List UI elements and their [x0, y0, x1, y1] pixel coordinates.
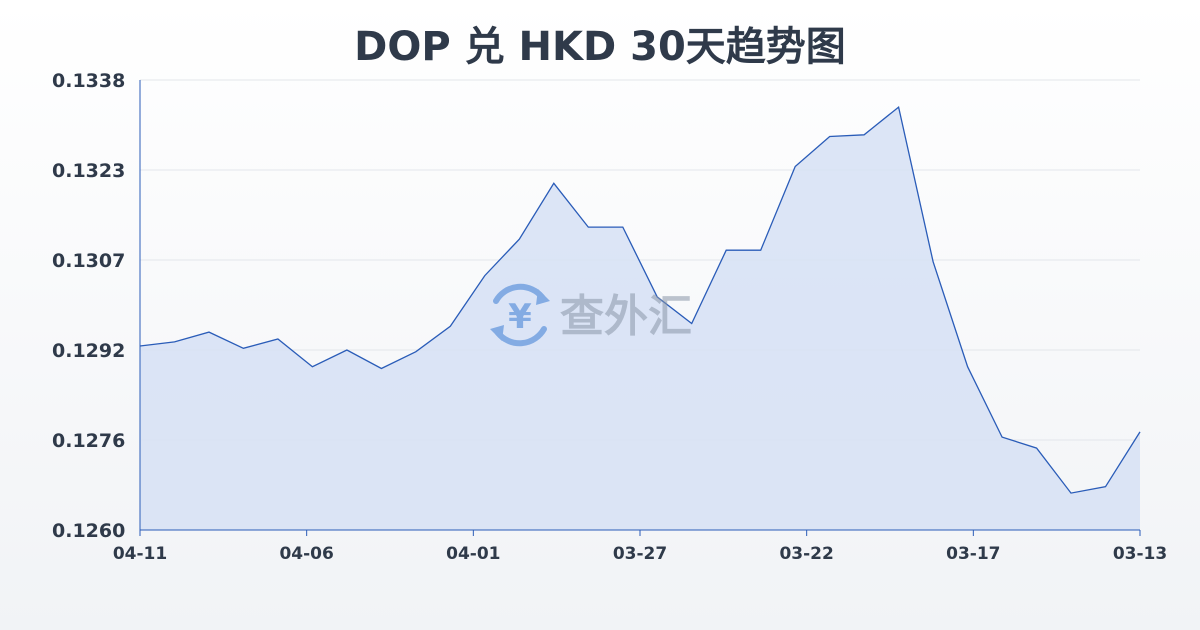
data-point: [793, 165, 797, 169]
watermark: ¥ 查外汇: [490, 283, 692, 347]
x-tick-label: 03-22: [779, 544, 833, 564]
data-point: [931, 260, 935, 264]
yen-exchange-icon: ¥: [490, 283, 550, 347]
data-point: [483, 274, 487, 278]
data-point: [724, 248, 728, 252]
y-tick-label: 0.1292: [52, 340, 125, 362]
svg-text:¥: ¥: [508, 297, 532, 337]
data-point: [621, 225, 625, 229]
x-tick-label: 03-17: [946, 544, 1000, 564]
data-point: [414, 350, 418, 354]
data-point: [552, 181, 556, 185]
x-tick-label: 04-01: [446, 544, 500, 564]
data-point: [828, 135, 832, 139]
data-point: [241, 346, 245, 350]
x-tick-label: 04-11: [113, 544, 167, 564]
y-tick-label: 0.1323: [52, 160, 125, 182]
series-line: [139, 105, 1141, 494]
data-point: [345, 348, 349, 352]
data-point: [276, 337, 280, 341]
data-point: [1000, 435, 1004, 439]
watermark-text: 查外汇: [560, 291, 692, 342]
series-area: [140, 107, 1140, 530]
x-tick-label: 04-06: [279, 544, 333, 564]
y-tick-label: 0.1276: [52, 430, 125, 452]
data-point: [586, 225, 590, 229]
chart-title: DOP 兑 HKD 30天趋势图: [354, 24, 846, 70]
data-point: [517, 237, 521, 241]
data-point: [759, 248, 763, 252]
y-axis-ticks: 0.1338 0.1323 0.1307 0.1292 0.1276 0.1260: [52, 70, 125, 542]
x-tick-label: 03-13: [1113, 544, 1167, 564]
x-tick-label: 03-27: [613, 544, 667, 564]
data-point: [1069, 491, 1073, 495]
data-point: [207, 330, 211, 334]
data-point: [897, 105, 901, 109]
data-point: [1104, 485, 1108, 489]
y-tick-label: 0.1307: [52, 250, 125, 272]
data-point: [379, 366, 383, 370]
y-tick-label: 0.1338: [52, 70, 125, 92]
data-point: [172, 340, 176, 344]
data-point: [1035, 446, 1039, 450]
data-point: [1138, 430, 1142, 434]
y-tick-label: 0.1260: [52, 520, 125, 542]
x-axis-ticks: 04-11 04-06 04-01 03-27 03-22 03-17 03-13: [113, 530, 1167, 564]
data-point: [448, 324, 452, 328]
data-point: [310, 365, 314, 369]
data-point: [966, 365, 970, 369]
data-point: [862, 133, 866, 137]
